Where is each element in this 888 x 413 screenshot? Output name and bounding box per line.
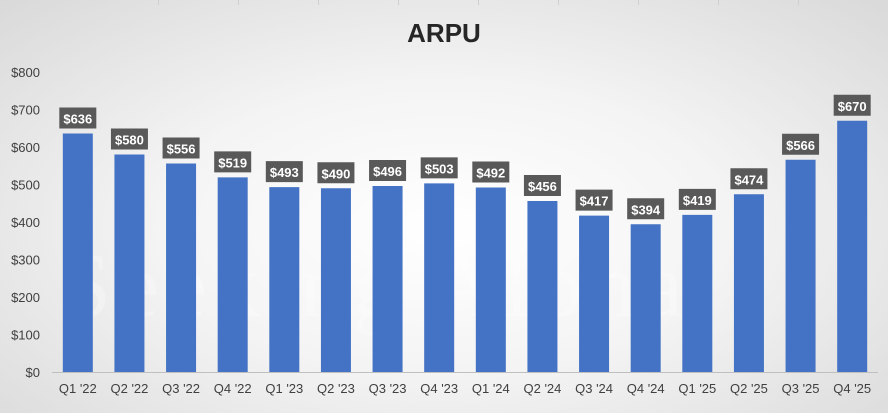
data-label: $636 [63,112,92,127]
data-label-box [265,161,303,183]
x-tick-label: Q3 '25 [782,381,820,396]
bar [320,188,351,372]
y-tick-label: $400 [11,215,40,230]
x-tick-label: Q2 '24 [523,381,561,396]
data-label-box [575,189,613,211]
data-label-box [369,160,407,181]
sheet-gridline [158,0,159,5]
bar-series: $636 $580 $556 $519 $493 $490 $496 $503 $492 $456… [59,94,871,372]
y-tick-label: $600 [11,140,40,155]
data-label: $490 [321,166,350,181]
data-label: $456 [528,179,557,194]
data-label: $496 [373,164,402,179]
bar [733,194,764,372]
bar [424,183,455,372]
bar [630,224,661,372]
bar [62,133,93,372]
bar [837,120,868,372]
data-label: $492 [476,166,505,181]
bar [166,163,197,372]
x-tick-label: Q3 '24 [575,381,613,396]
sheet-gridline [478,0,479,5]
data-label: $493 [270,165,299,180]
data-label-box [317,162,355,184]
bar [269,187,300,372]
x-tick-label: Q3 '23 [369,381,407,396]
bar [217,177,248,372]
x-tick-label: Q2 '23 [317,381,355,396]
bar [682,214,713,372]
y-tick-label: $100 [11,328,40,343]
y-tick-label: $300 [11,253,40,268]
x-tick-label: Q2 '25 [730,381,768,396]
bar [114,154,145,372]
data-label-box [110,128,148,150]
data-label-box [214,151,252,173]
y-axis: $0 $100 $200 $300 $400 $500 $600 $700 $800 [11,65,40,380]
x-tick-label: Q4 '24 [627,381,665,396]
data-label-box [523,175,561,196]
x-tick-label: Q2 '22 [110,381,148,396]
data-label: $419 [683,193,712,208]
x-tick-label: Q1 '24 [472,381,510,396]
sheet-gridline [398,0,399,5]
x-tick-label: Q1 '22 [59,381,97,396]
data-label-box [678,188,716,210]
x-tick-label: Q4 '22 [214,381,252,396]
bar [527,201,558,372]
x-tick-label: Q1 '25 [678,381,716,396]
x-tick-label: Q3 '22 [162,381,200,396]
data-label-box [730,168,768,190]
y-tick-label: $0 [26,365,40,380]
data-label-box [420,157,458,179]
x-axis: Q1 '22 Q2 '22 Q3 '22 Q4 '22 Q1 '23 Q2 '23 Q3 '… [52,372,878,396]
y-tick-label: $200 [11,290,40,305]
sheet-gridline [558,0,559,5]
bar [785,159,816,372]
sheet-gridline [798,0,799,5]
data-label: $519 [218,155,247,170]
data-label: $474 [734,172,764,187]
sheet-gridline [638,0,639,5]
sheet-gridline [318,0,319,5]
sheet-gridline [718,0,719,5]
x-tick-label: Q4 '25 [833,381,871,396]
y-tick-label: $700 [11,103,40,118]
data-label: $503 [425,161,454,176]
bar [475,187,506,372]
data-label: $417 [580,194,609,209]
data-label-box [162,137,200,159]
data-label-box [472,161,510,183]
bar [372,186,403,372]
sheet-gridline [238,0,239,5]
data-label-box [782,133,820,155]
data-label: $556 [167,142,196,157]
data-label: $670 [838,99,867,114]
data-label: $580 [115,133,144,148]
x-tick-label: Q1 '23 [265,381,303,396]
y-tick-label: $800 [11,65,40,80]
data-label: $394 [631,202,661,217]
bar [579,215,610,372]
data-label-box [833,94,871,116]
data-label-box [59,107,97,129]
chart-title: ARPU [407,18,481,48]
data-label-box [627,198,665,220]
data-label: $566 [786,138,815,153]
y-tick-label: $500 [11,178,40,193]
x-tick-label: Q4 '23 [420,381,458,396]
